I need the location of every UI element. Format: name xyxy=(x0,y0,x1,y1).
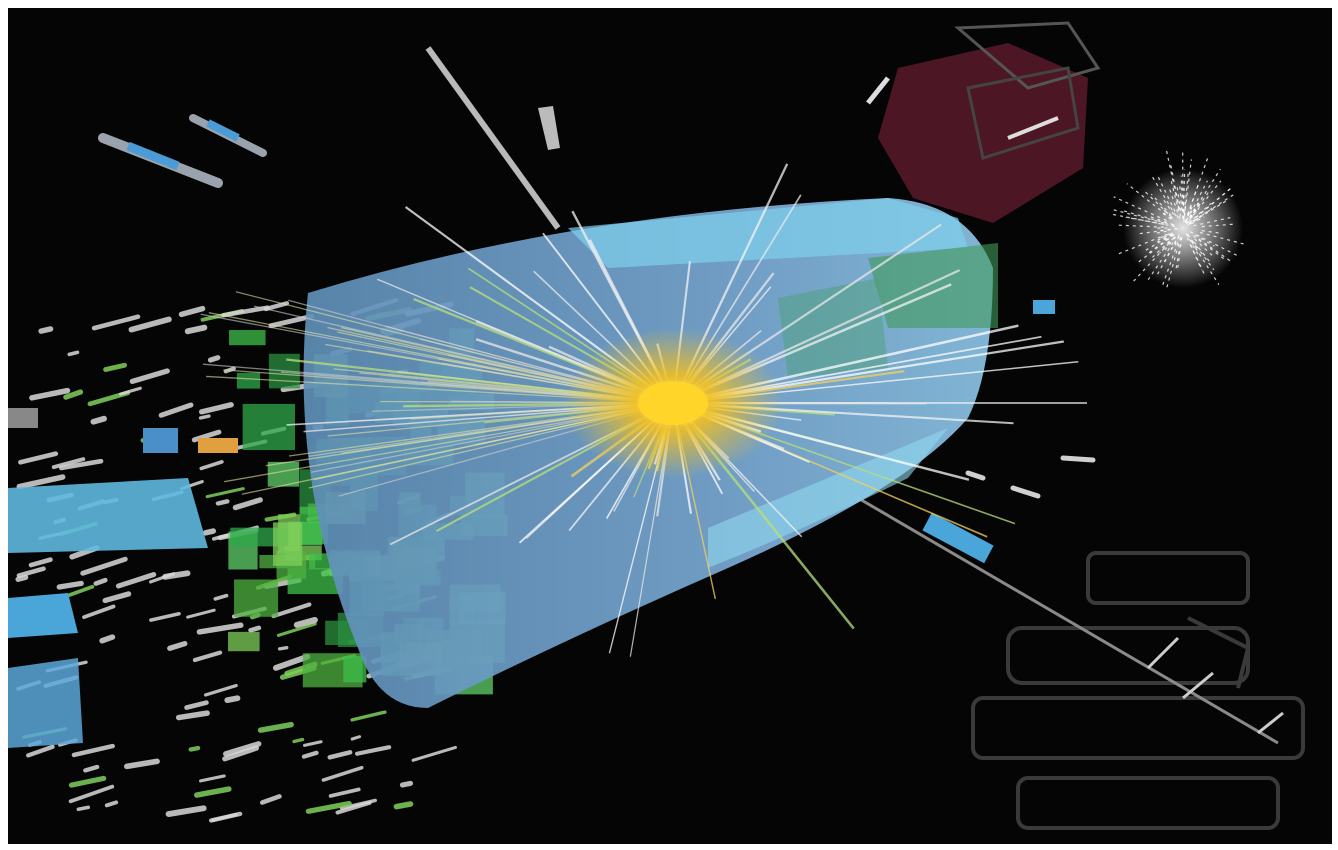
event-display-canvas xyxy=(8,21,1305,830)
collision-vertex xyxy=(563,328,783,478)
muon-track xyxy=(857,496,1284,745)
muon-chamber-top-right xyxy=(866,21,1101,223)
tracker-segments-top-left xyxy=(98,114,267,188)
event-display xyxy=(8,8,1332,844)
detector-outline-bottom-right xyxy=(971,551,1305,830)
secondary-vertex-spray xyxy=(1110,150,1248,289)
high-energy-track xyxy=(425,46,561,230)
tracker-hits-right xyxy=(965,300,1096,499)
